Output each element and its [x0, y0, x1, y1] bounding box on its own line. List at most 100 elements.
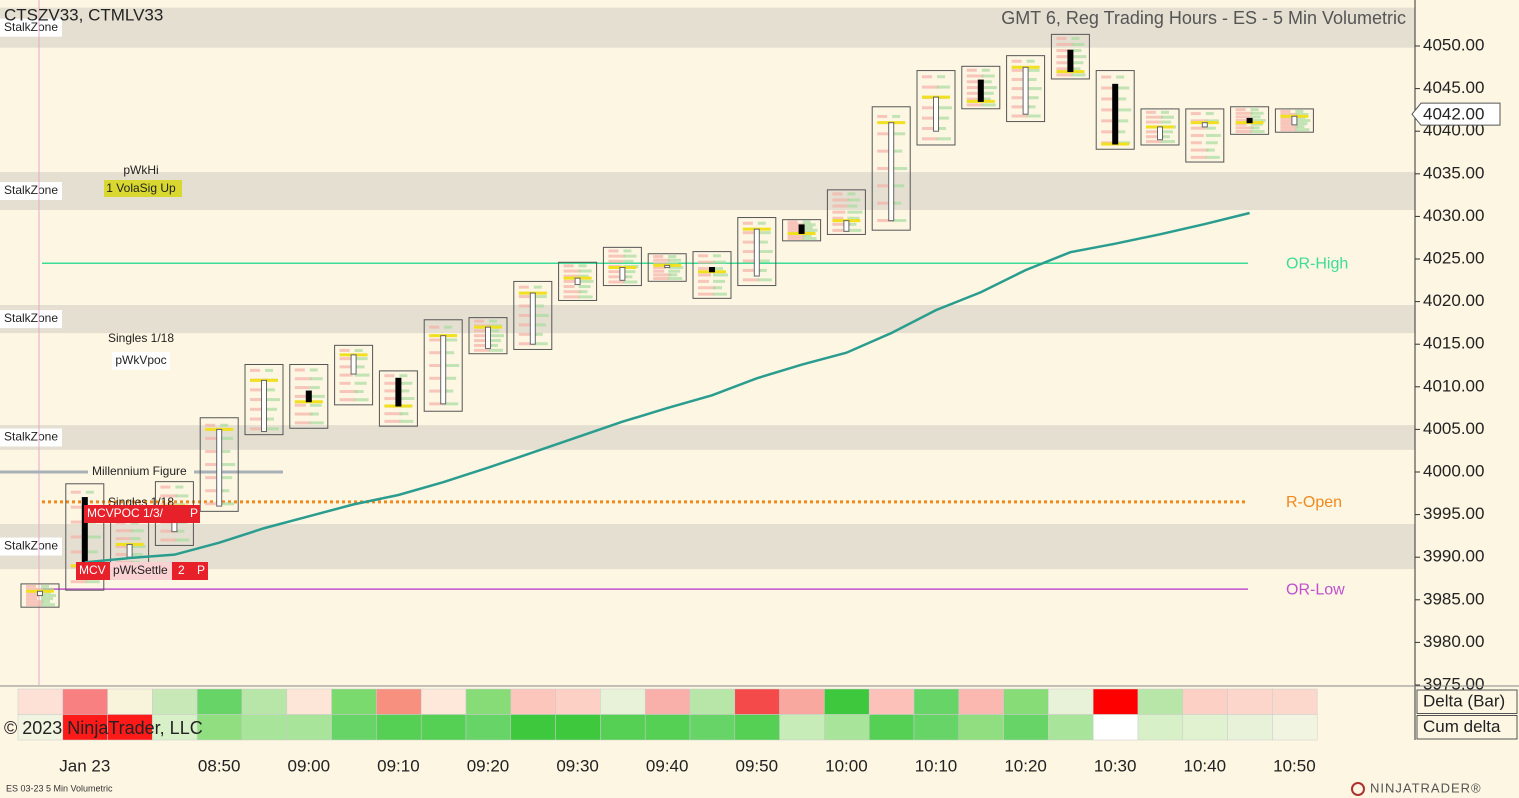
- volume-profile: [1146, 135, 1164, 139]
- bar-body: [440, 335, 447, 405]
- level-label: Millennium Figure: [92, 464, 187, 478]
- delta-cell: [465, 688, 512, 715]
- volume-profile: [981, 97, 991, 101]
- volume-profile: [250, 388, 265, 392]
- volume-profile: [757, 231, 771, 235]
- volume-profile: [115, 537, 131, 541]
- volume-profile: [309, 421, 324, 425]
- volume-profile: [205, 449, 221, 453]
- bar-body: [1246, 117, 1253, 124]
- volume-profile: [892, 166, 908, 170]
- delta-cell: [62, 688, 108, 715]
- volume-profile: [981, 91, 994, 95]
- volume-profile: [937, 116, 949, 120]
- volume-profile: [847, 210, 863, 214]
- axis: 3975.00 3980.00 3985.00 3990.00 3995.00 4000.…: [0, 0, 1501, 775]
- volume-profile: [1056, 49, 1072, 53]
- volume-profile: [1011, 59, 1022, 63]
- volume-profile: [668, 269, 681, 273]
- volume-profile: [832, 210, 846, 214]
- volume-profile: [608, 259, 624, 263]
- volume-profile: [339, 381, 351, 385]
- volume-profile: [220, 436, 234, 440]
- volume-profile: [205, 476, 217, 480]
- volume-profile: [1116, 86, 1130, 90]
- volume-profile: [205, 502, 222, 506]
- delta-cell: [1227, 688, 1273, 715]
- volume-profile: [26, 587, 43, 591]
- delta-cell: [913, 714, 960, 741]
- volume-profile: [339, 398, 356, 402]
- y-tick-label: 3985.00: [1423, 589, 1484, 608]
- logo-icon: [1351, 782, 1365, 796]
- bar-range: [244, 364, 284, 436]
- volume-profile: [966, 103, 983, 107]
- x-tick-label: 08:50: [198, 756, 241, 775]
- volume-profile: [578, 264, 587, 268]
- volume-profile: [429, 364, 443, 368]
- volume-profile: [1101, 108, 1115, 112]
- volume-profile: [1295, 119, 1311, 123]
- annotation: pWkHi: [123, 163, 158, 177]
- volume-profile: [802, 223, 816, 227]
- y-tick-label: 4005.00: [1423, 419, 1484, 438]
- volume-profile: [1071, 67, 1081, 71]
- volume-profile: [115, 552, 127, 556]
- volume-profile: [787, 226, 803, 230]
- bar-body: [216, 428, 223, 507]
- delta-cell: [1003, 714, 1049, 741]
- volume-profile: [832, 198, 850, 202]
- volume-profile: [1071, 61, 1084, 65]
- bar-range: [1050, 33, 1090, 80]
- volume-profile: [444, 376, 457, 380]
- volume-profile: [653, 258, 671, 262]
- volume-profile: [668, 266, 684, 270]
- volume-profile: [713, 292, 727, 296]
- volume-profile: [847, 216, 860, 220]
- delta-cell: [152, 688, 198, 715]
- volume-profile: [847, 192, 856, 196]
- volume-profile: [533, 323, 546, 327]
- volume-profile: [922, 116, 933, 120]
- delta-cell: [107, 714, 153, 741]
- volume-profile: [713, 254, 721, 258]
- bar-range: [961, 65, 1001, 110]
- volume-profile: [1116, 97, 1127, 101]
- volume-profile: [742, 221, 753, 225]
- volume-profile: [354, 398, 369, 402]
- volume-profile: [354, 365, 365, 369]
- volume-profile: [1161, 115, 1174, 119]
- volume-profile: [1071, 55, 1087, 59]
- volume-profile: [653, 269, 665, 273]
- volume-profile: [713, 260, 726, 264]
- volume-profile: [384, 389, 400, 393]
- volume-profile: [294, 377, 312, 381]
- volume-profile: [220, 489, 230, 493]
- bar-body: [1201, 122, 1208, 128]
- bar-body: [1291, 115, 1298, 126]
- bar-body: [664, 264, 671, 269]
- volume-profile: [847, 228, 862, 232]
- volume-profile: [1056, 55, 1070, 59]
- volume-profile: [384, 374, 395, 378]
- volume-profile: [922, 126, 940, 130]
- volume-profile: [41, 584, 49, 588]
- volume-profile: [787, 234, 806, 238]
- volume-profile: [1235, 111, 1253, 115]
- volume-profile: [578, 269, 592, 273]
- volume-profile: [877, 149, 893, 153]
- volume-profile: [757, 221, 766, 225]
- zone-label: StalkZone: [4, 20, 58, 34]
- volume-profile: [294, 394, 308, 398]
- delta-cell: [689, 714, 736, 741]
- volume-profile: [623, 249, 632, 253]
- volume-profile: [41, 594, 56, 598]
- volume-profile: [1116, 130, 1126, 134]
- volume-profile: [578, 279, 594, 283]
- volume-profile: [787, 236, 804, 240]
- delta-cell: [1092, 688, 1139, 715]
- annotation: Singles 1/18: [108, 331, 174, 345]
- volume-profile: [26, 600, 44, 604]
- annotation: 1 VolaSig Up: [106, 181, 176, 195]
- volume-profile: [220, 502, 235, 506]
